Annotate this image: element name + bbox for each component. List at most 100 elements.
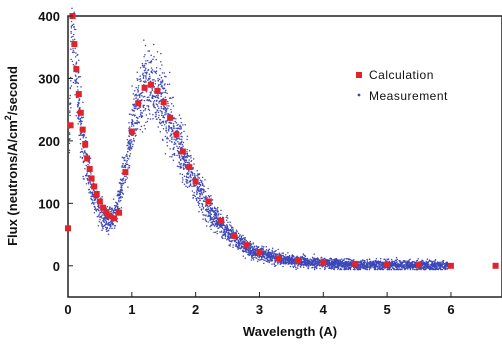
measurement-point bbox=[193, 184, 195, 186]
measurement-point bbox=[141, 94, 143, 97]
measurement-point bbox=[341, 258, 343, 260]
calculation-point bbox=[384, 261, 391, 268]
measurement-point bbox=[270, 251, 272, 254]
measurement-point bbox=[168, 125, 170, 128]
measurement-point bbox=[215, 215, 218, 217]
measurement-point bbox=[75, 61, 78, 63]
measurement-point bbox=[128, 126, 131, 128]
measurement-point bbox=[180, 155, 183, 157]
measurement-point bbox=[78, 120, 81, 123]
measurement-point bbox=[276, 261, 279, 263]
measurement-point bbox=[137, 87, 140, 89]
measurement-point bbox=[171, 128, 173, 131]
measurement-point bbox=[363, 264, 366, 267]
measurement-point bbox=[262, 259, 265, 261]
measurement-point bbox=[69, 114, 71, 117]
measurement-point bbox=[262, 255, 264, 257]
measurement-point bbox=[185, 161, 187, 163]
measurement-point bbox=[190, 176, 192, 179]
measurement-point bbox=[117, 205, 119, 208]
measurement-point bbox=[256, 260, 259, 263]
measurement-point bbox=[143, 39, 145, 41]
measurement-point bbox=[204, 196, 206, 199]
measurement-point bbox=[330, 268, 333, 270]
measurement-point bbox=[229, 234, 232, 236]
measurement-point bbox=[213, 225, 216, 227]
measurement-point bbox=[255, 248, 257, 250]
measurement-point bbox=[372, 260, 375, 263]
measurement-point bbox=[284, 259, 287, 262]
measurement-point bbox=[73, 25, 75, 28]
measurement-point bbox=[121, 184, 123, 186]
measurement-point bbox=[316, 260, 318, 263]
measurement-point bbox=[161, 64, 163, 66]
measurement-point bbox=[101, 214, 103, 216]
measurement-point bbox=[109, 225, 112, 228]
measurement-point bbox=[99, 211, 102, 214]
measurement-point bbox=[414, 261, 417, 264]
measurement-point bbox=[365, 261, 367, 264]
measurement-point bbox=[179, 163, 181, 166]
measurement-point bbox=[173, 152, 176, 155]
measurement-point bbox=[68, 151, 71, 154]
measurement-point bbox=[235, 244, 237, 246]
measurement-point bbox=[200, 191, 203, 194]
measurement-point bbox=[170, 111, 173, 113]
calculation-point bbox=[82, 141, 89, 147]
measurement-point bbox=[330, 264, 333, 266]
measurement-point bbox=[307, 264, 310, 267]
measurement-point bbox=[163, 72, 165, 74]
measurement-point bbox=[314, 259, 317, 261]
measurement-point bbox=[260, 247, 263, 249]
measurement-point bbox=[375, 263, 378, 266]
measurement-point bbox=[208, 212, 210, 214]
measurement-point bbox=[307, 267, 310, 270]
measurement-point bbox=[289, 265, 292, 268]
measurement-point bbox=[405, 262, 407, 264]
measurement-point bbox=[70, 48, 72, 50]
measurement-point bbox=[279, 263, 282, 266]
measurement-point bbox=[268, 252, 270, 254]
measurement-point bbox=[343, 267, 346, 269]
measurement-point bbox=[373, 263, 376, 266]
measurement-point bbox=[286, 258, 289, 260]
calculation-point bbox=[111, 215, 117, 222]
measurement-point bbox=[375, 258, 378, 260]
measurement-point bbox=[78, 101, 80, 104]
measurement-point bbox=[200, 190, 202, 192]
measurement-point bbox=[83, 153, 85, 155]
measurement-point bbox=[177, 150, 180, 153]
measurement-point bbox=[155, 66, 158, 69]
measurement-point bbox=[439, 267, 442, 270]
measurement-point bbox=[79, 75, 81, 78]
measurement-point bbox=[70, 58, 72, 61]
measurement-point bbox=[171, 138, 173, 140]
measurement-point bbox=[252, 248, 255, 250]
measurement-point bbox=[304, 257, 307, 260]
calculation-point bbox=[320, 259, 327, 266]
measurement-point bbox=[339, 260, 342, 262]
measurement-point bbox=[234, 240, 236, 242]
measurement-point bbox=[140, 92, 142, 95]
measurement-point bbox=[89, 192, 92, 194]
measurement-point bbox=[138, 94, 140, 96]
measurement-point bbox=[348, 258, 350, 261]
measurement-point bbox=[144, 81, 146, 84]
measurement-point bbox=[74, 82, 76, 85]
measurement-point bbox=[179, 133, 182, 135]
measurement-point bbox=[91, 191, 94, 193]
measurement-point bbox=[126, 159, 128, 162]
measurement-point bbox=[271, 247, 274, 249]
measurement-point bbox=[151, 72, 154, 74]
measurement-point bbox=[288, 260, 291, 263]
measurement-point bbox=[229, 224, 231, 226]
calculation-point bbox=[186, 164, 193, 171]
measurement-point bbox=[111, 227, 113, 230]
measurement-point bbox=[176, 154, 178, 157]
measurement-point bbox=[78, 98, 81, 100]
measurement-point bbox=[405, 265, 407, 267]
measurement-point bbox=[149, 118, 152, 120]
measurement-point bbox=[141, 62, 144, 65]
measurement-point bbox=[326, 262, 329, 265]
measurement-point bbox=[311, 256, 314, 259]
